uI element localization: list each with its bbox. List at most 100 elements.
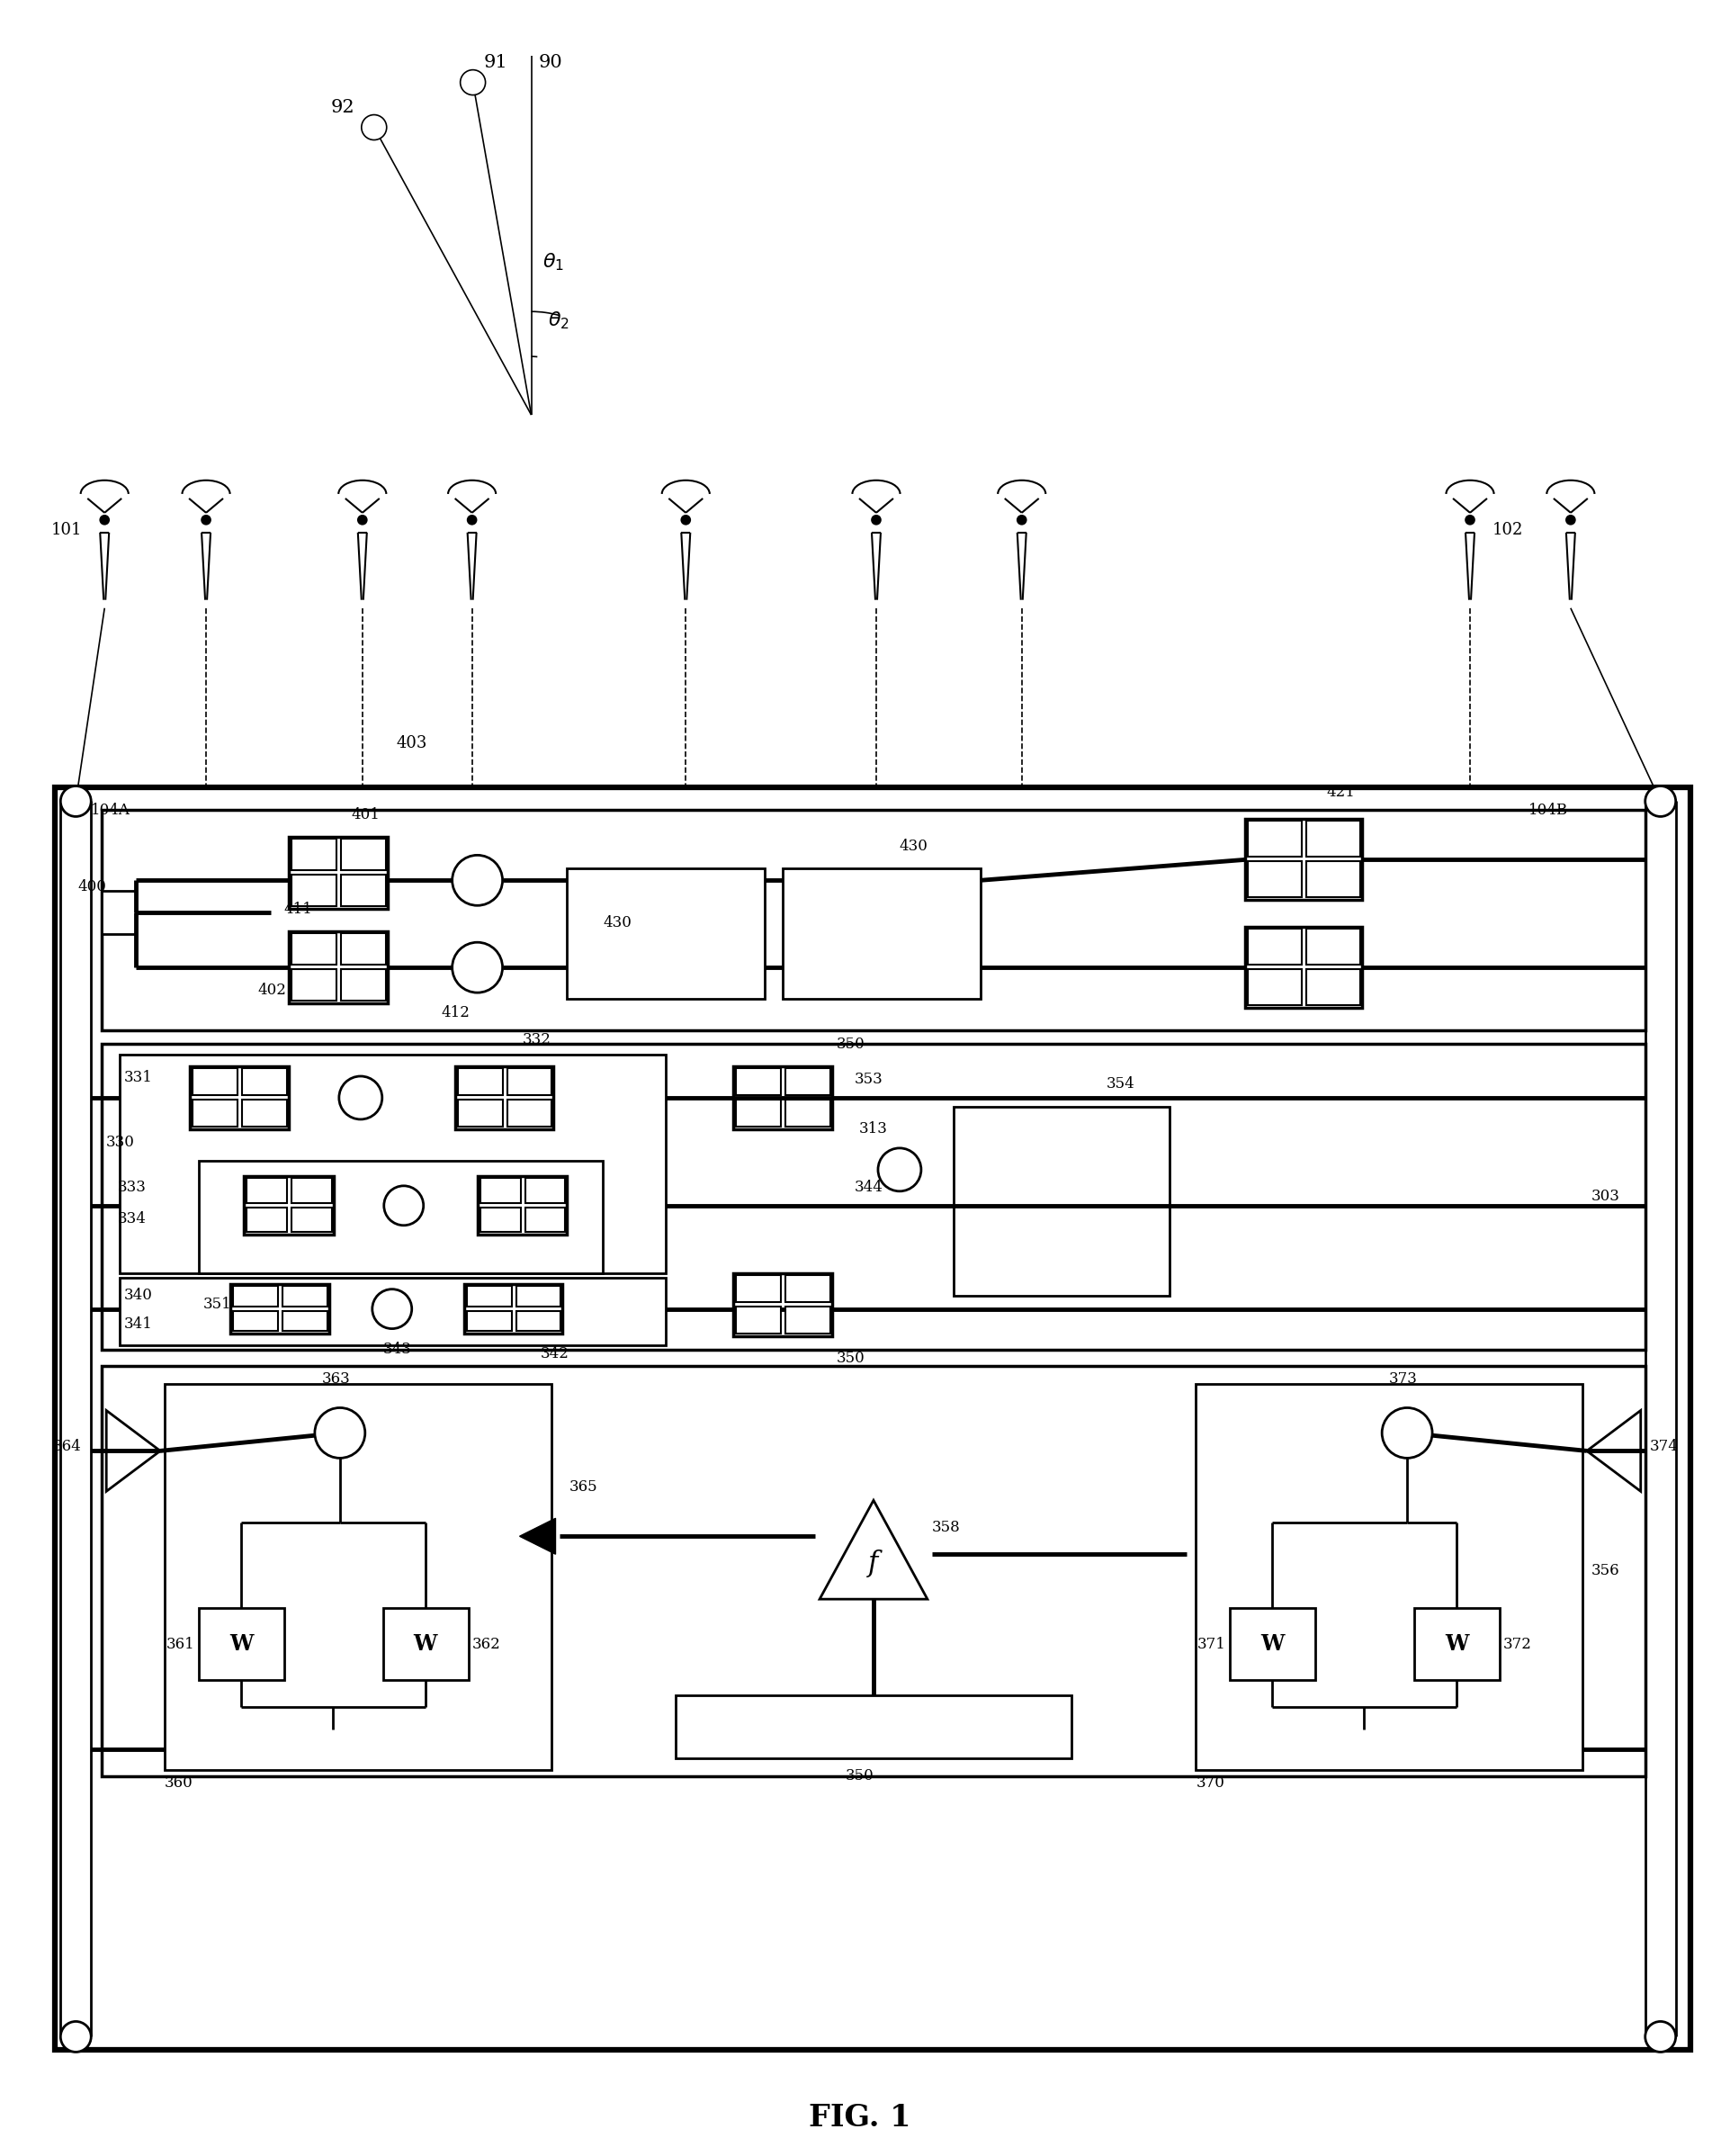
Bar	[193, 1100, 237, 1128]
Text: 334: 334	[119, 1212, 146, 1227]
Text: 340: 340	[124, 1287, 153, 1302]
Bar	[384, 1608, 468, 1680]
Text: 430: 430	[900, 839, 928, 854]
Text: 430: 430	[602, 914, 632, 929]
Text: 353: 353	[855, 1072, 883, 1087]
Circle shape	[339, 1076, 382, 1119]
Bar	[1415, 1608, 1499, 1680]
Bar	[120, 1279, 666, 1345]
Circle shape	[873, 515, 881, 524]
Text: W: W	[229, 1634, 253, 1656]
Text: 331: 331	[124, 1069, 153, 1084]
Text: 412: 412	[441, 1005, 470, 1020]
Bar	[291, 1207, 332, 1231]
Text: 350: 350	[836, 1350, 866, 1367]
Circle shape	[878, 1149, 921, 1192]
Text: 401: 401	[351, 806, 380, 821]
Circle shape	[1017, 515, 1026, 524]
Bar	[200, 1608, 284, 1680]
Bar	[1246, 927, 1363, 1007]
Text: f: f	[869, 1550, 879, 1578]
Circle shape	[453, 856, 503, 906]
Bar	[785, 1100, 831, 1128]
Bar	[291, 875, 336, 906]
Text: 373: 373	[1389, 1371, 1418, 1386]
Bar	[289, 931, 387, 1003]
Text: 342: 342	[540, 1345, 570, 1360]
Text: 332: 332	[521, 1033, 551, 1048]
Text: 363: 363	[322, 1371, 351, 1386]
Bar	[282, 1311, 327, 1330]
Bar	[953, 1106, 1169, 1296]
Text: 344: 344	[855, 1179, 883, 1194]
Bar	[1231, 1608, 1315, 1680]
Text: 101: 101	[50, 522, 81, 539]
Circle shape	[1645, 2022, 1676, 2053]
Bar	[785, 1274, 831, 1302]
Bar	[737, 1307, 781, 1332]
Bar	[291, 839, 336, 871]
Text: 104A: 104A	[91, 802, 131, 817]
Bar	[232, 1285, 277, 1307]
Circle shape	[468, 515, 477, 524]
Text: $\theta_1$: $\theta_1$	[542, 252, 563, 274]
Circle shape	[361, 114, 387, 140]
Text: 358: 358	[931, 1520, 960, 1535]
Circle shape	[60, 2022, 91, 2053]
Text: 371: 371	[1198, 1636, 1225, 1651]
Text: 360: 360	[165, 1777, 193, 1792]
Polygon shape	[520, 1518, 556, 1554]
Bar	[737, 1067, 781, 1095]
Bar	[1248, 970, 1303, 1005]
Bar	[785, 1067, 831, 1095]
Text: W: W	[1260, 1634, 1284, 1656]
Bar	[102, 811, 1645, 1031]
Text: 364: 364	[52, 1438, 81, 1453]
Text: 356: 356	[1592, 1563, 1619, 1578]
Bar	[783, 869, 981, 998]
Bar	[341, 970, 386, 1000]
Bar	[1306, 970, 1360, 1005]
Bar	[1248, 929, 1303, 964]
Bar	[200, 1160, 602, 1272]
Bar	[508, 1100, 552, 1128]
Bar	[289, 837, 387, 910]
Text: 350: 350	[845, 1768, 874, 1783]
Circle shape	[453, 942, 503, 992]
Bar	[341, 875, 386, 906]
Bar	[477, 1177, 568, 1235]
Text: 374: 374	[1650, 1438, 1678, 1453]
Text: 362: 362	[472, 1636, 501, 1651]
Bar	[193, 1067, 237, 1095]
Bar	[785, 1307, 831, 1332]
Text: 303: 303	[1592, 1188, 1619, 1205]
Circle shape	[1645, 787, 1676, 817]
Circle shape	[384, 1186, 423, 1225]
Bar	[508, 1067, 552, 1095]
Text: 350: 350	[836, 1037, 866, 1052]
Bar	[516, 1285, 561, 1307]
Bar	[231, 1285, 329, 1335]
Circle shape	[100, 515, 108, 524]
Bar	[1196, 1384, 1582, 1770]
Text: W: W	[1444, 1634, 1468, 1656]
Circle shape	[201, 515, 210, 524]
Bar	[246, 1207, 287, 1231]
Text: W: W	[413, 1634, 437, 1656]
Bar	[243, 1100, 287, 1128]
Text: 411: 411	[284, 901, 313, 916]
Bar	[516, 1311, 561, 1330]
Bar	[291, 1177, 332, 1203]
Bar	[568, 869, 764, 998]
Circle shape	[1466, 515, 1475, 524]
Bar	[120, 1054, 666, 1272]
Circle shape	[358, 515, 367, 524]
Text: 102: 102	[1492, 522, 1523, 539]
Bar	[246, 1177, 287, 1203]
Bar	[458, 1100, 503, 1128]
Bar	[733, 1272, 833, 1337]
Bar	[466, 1311, 511, 1330]
Circle shape	[1382, 1408, 1432, 1457]
Text: 313: 313	[859, 1121, 888, 1136]
Bar	[466, 1285, 511, 1307]
